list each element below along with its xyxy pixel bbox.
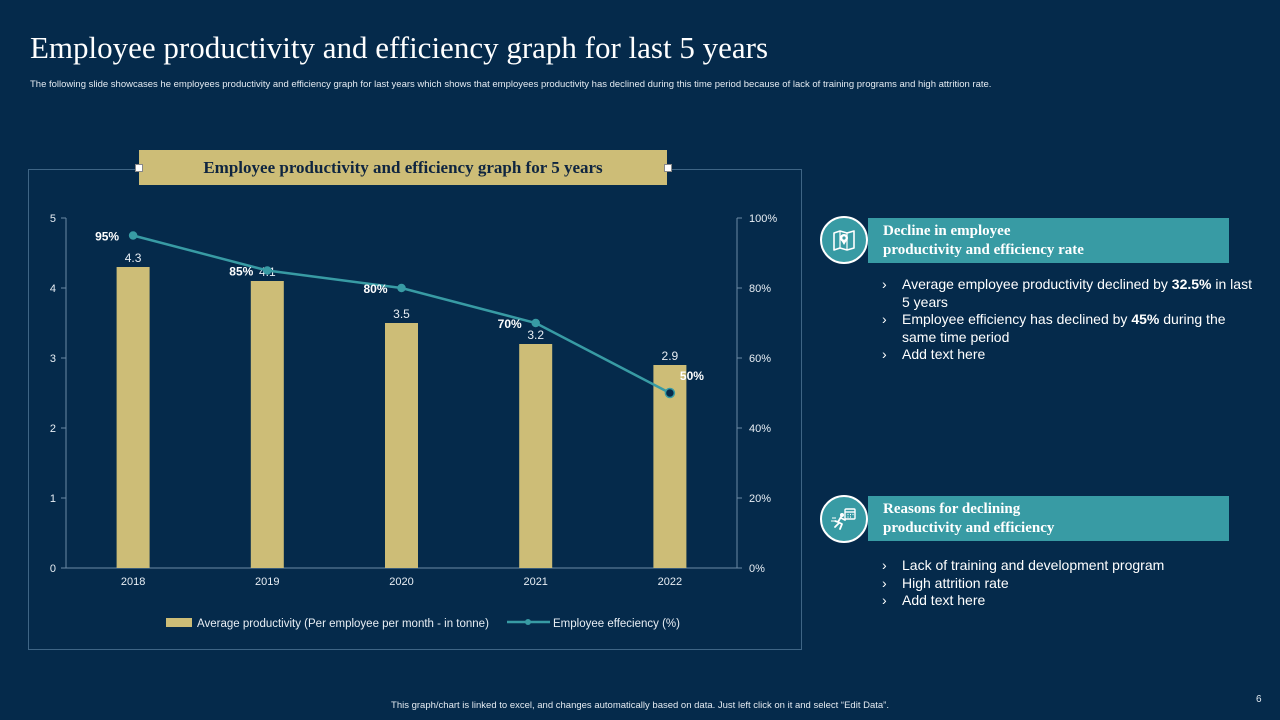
panel-decline-header: Decline in employee productivity and eff… — [868, 218, 1229, 263]
bar — [519, 344, 553, 568]
efficiency-point — [263, 266, 272, 275]
panel-decline-bullets: › Average employee productivity declined … — [882, 276, 1252, 364]
y-right-tick-label: 40% — [749, 423, 771, 435]
legend-bar-swatch — [166, 618, 192, 627]
chevron-right-icon: › — [882, 276, 887, 292]
bar-data-label: 3.5 — [393, 307, 410, 321]
panel-decline-title-line1: Decline in employee — [883, 223, 1011, 239]
x-tick-label: 2021 — [523, 576, 547, 588]
y-right-tick-label: 80% — [749, 283, 771, 295]
y-left-tick-label: 0 — [50, 563, 56, 575]
bullet-item: › Employee efficiency has declined by 45%… — [882, 311, 1226, 345]
bullet-item: › Average employee productivity declined … — [882, 276, 1252, 310]
efficiency-data-label: 80% — [363, 282, 387, 296]
bar-data-label: 2.9 — [662, 349, 679, 363]
legend-bar-label: Average productivity (Per employee per m… — [197, 618, 489, 630]
chart-title-handle-left[interactable] — [135, 164, 143, 172]
bar — [250, 281, 284, 568]
legend-line-marker — [525, 619, 531, 625]
bar-data-label: 3.2 — [527, 328, 544, 342]
efficiency-data-label: 95% — [95, 230, 119, 244]
bar — [385, 323, 418, 568]
chart-title: Employee productivity and efficiency gra… — [139, 150, 667, 185]
page-title: Employee productivity and efficiency gra… — [30, 30, 769, 65]
legend-line-label: Employee effeciency (%) — [553, 618, 680, 630]
bullet-item: › Add text here — [882, 592, 986, 608]
running-calendar-icon — [820, 495, 868, 543]
panel-reasons-header: Reasons for declining productivity and e… — [868, 496, 1229, 541]
y-left-tick-label: 2 — [50, 423, 56, 435]
map-pin-icon — [820, 216, 868, 264]
panel-reasons-bullets: › Lack of training and development progra… — [882, 557, 1252, 610]
efficiency-data-label: 85% — [229, 265, 253, 279]
efficiency-data-label: 70% — [498, 317, 522, 331]
chevron-right-icon: › — [882, 311, 887, 327]
y-right-tick-label: 0% — [749, 563, 765, 575]
y-left-tick-label: 5 — [50, 213, 56, 225]
efficiency-point — [128, 231, 138, 240]
bar — [116, 267, 150, 568]
panel-reasons-title-line2: productivity and efficiency — [883, 520, 1055, 536]
efficiency-point — [531, 318, 540, 328]
x-tick-label: 2022 — [658, 576, 682, 588]
y-right-tick-label: 100% — [749, 213, 777, 225]
bar — [653, 365, 687, 568]
x-tick-label: 2018 — [121, 576, 145, 588]
y-left-tick-label: 3 — [50, 353, 56, 365]
chevron-right-icon: › — [882, 592, 887, 608]
efficiency-point — [664, 387, 676, 399]
footer-note: This graph/chart is linked to excel, and… — [391, 700, 889, 711]
chevron-right-icon: › — [882, 557, 887, 573]
x-tick-label: 2020 — [389, 576, 413, 588]
bar-data-label: 4.3 — [125, 251, 142, 265]
chart-title-handle-right[interactable] — [664, 164, 672, 172]
x-tick-label: 2019 — [255, 576, 279, 588]
y-right-tick-label: 20% — [749, 493, 771, 505]
chevron-right-icon: › — [882, 346, 887, 362]
bullet-item: › High attrition rate — [882, 574, 1009, 591]
efficiency-data-label: 50% — [680, 369, 704, 383]
page-subtitle: The following slide showcases he employe… — [30, 79, 992, 90]
page-number: 6 — [1256, 694, 1262, 705]
chevron-right-icon: › — [882, 574, 887, 591]
efficiency-point — [397, 283, 406, 293]
y-left-tick-label: 1 — [50, 493, 56, 505]
bullet-item: › Add text here — [882, 346, 986, 362]
panel-decline-title-line2: productivity and efficiency rate — [883, 242, 1084, 258]
panel-reasons-title-line1: Reasons for declining — [883, 501, 1021, 517]
y-right-tick-label: 60% — [749, 353, 771, 365]
y-left-tick-label: 4 — [50, 283, 56, 295]
bullet-item: › Lack of training and development progra… — [882, 557, 1165, 573]
